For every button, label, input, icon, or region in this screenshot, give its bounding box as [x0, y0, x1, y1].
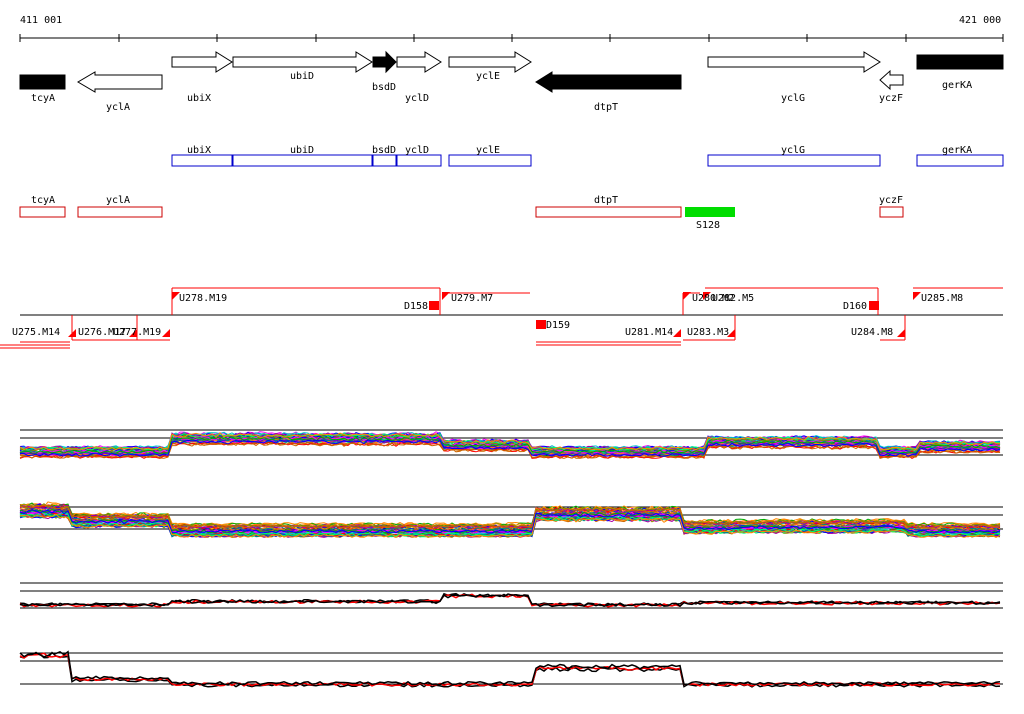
expression-trace: [19, 439, 1001, 457]
operon-box-ubiX[interactable]: [171, 154, 233, 167]
segment-label-U277-M19: U277.M19: [113, 327, 161, 338]
gene-ubiD[interactable]: [232, 51, 373, 73]
gene-yclA[interactable]: [77, 71, 163, 93]
segment-label-U281-M14: U281.M14: [625, 327, 673, 338]
segment-label-U282-M5: U282.M5: [712, 293, 754, 304]
traces-reverse: [19, 501, 1001, 538]
gene-label-yclG: yclG: [781, 93, 805, 104]
expression-trace: [19, 502, 1001, 528]
gene-yclD[interactable]: [396, 51, 442, 73]
gene-label-tcyA: tcyA: [31, 93, 55, 104]
expression-trace: [19, 650, 1001, 686]
gene-label-bsdD: bsdD: [372, 82, 396, 93]
expression-trace: [19, 432, 1000, 451]
operon-label-yczF: yczF: [879, 195, 903, 206]
segment-label-D159: D159: [546, 320, 570, 331]
operon-label-yclG: yclG: [781, 145, 805, 156]
segment-label-U276-M17: U276.M17: [78, 327, 126, 338]
operon-box-yclD[interactable]: [396, 154, 442, 167]
segment-label-U278-M19: U278.M19: [179, 293, 227, 304]
forward-operon-track: ubiX ubiD bsdD yclD yclE yclG gerKA: [171, 145, 1004, 167]
gene-ubiX[interactable]: [171, 51, 233, 73]
expression-trace: [19, 513, 1001, 538]
expression-trace: [19, 509, 1001, 534]
expression-trace: [20, 436, 1001, 454]
gene-label-dtpT: dtpT: [594, 102, 618, 113]
expression-trace: [19, 438, 1001, 456]
traces-forward: [19, 431, 1001, 460]
expression-panel-forward: [19, 429, 1003, 460]
gene-yclE[interactable]: [448, 51, 532, 73]
gene-labels: tcyA yclA ubiX ubiD bsdD yclD yclE dtpT …: [31, 71, 972, 113]
expression-trace: [19, 512, 1001, 537]
segment-label-U275-M14: U275.M14: [12, 327, 60, 338]
expression-panel-reverse: [19, 501, 1003, 538]
coordinate-ruler: 411 001 421 000: [19, 15, 1004, 42]
gene-label-ubiX: ubiX: [187, 93, 211, 104]
gene-gerKA[interactable]: [916, 54, 1004, 70]
ruler-ticks: [19, 34, 1004, 42]
operon-label-tcyA: tcyA: [31, 195, 55, 206]
expression-trace: [19, 504, 1001, 529]
gene-yclG[interactable]: [707, 51, 881, 73]
segment-label-U285-M8: U285.M8: [921, 293, 963, 304]
operon-box-yclE[interactable]: [448, 154, 532, 167]
expression-trace: [19, 511, 1001, 537]
operon-box-gerKA[interactable]: [916, 154, 1004, 167]
summary-traces-forward: [19, 592, 1001, 608]
operon-box-yczF[interactable]: [879, 206, 904, 218]
operon-label-dtpT: dtpT: [594, 195, 618, 206]
operon-label-yclA: yclA: [106, 195, 130, 206]
segment-label-D160: D160: [843, 301, 867, 312]
segment-label-U284-M8: U284.M8: [851, 327, 893, 338]
operon-label-yclD: yclD: [405, 145, 429, 156]
gene-tcyA[interactable]: [19, 74, 66, 90]
reverse-operon-track: tcyA yclA dtpT yczF S128: [19, 195, 904, 231]
operon-label-ubiX: ubiX: [187, 145, 211, 156]
operon-label-ubiD: ubiD: [290, 145, 314, 156]
ruler-end-label: 421 000: [959, 15, 1001, 26]
operon-box-yclA[interactable]: [77, 206, 163, 218]
segment-track: U278.M19 D158 U279.M7 U280.M2 U282.M5 D1…: [0, 287, 1003, 349]
operon-box-bsdD[interactable]: [372, 154, 397, 167]
gene-label-ubiD: ubiD: [290, 71, 314, 82]
segment-label-U283-M3: U283.M3: [687, 327, 729, 338]
expression-trace: [19, 434, 1001, 452]
feature-S128-box[interactable]: [685, 207, 735, 217]
operon-label-bsdD: bsdD: [372, 145, 396, 156]
segment-D159-marker[interactable]: [536, 320, 546, 329]
segment-lines: [0, 287, 1003, 349]
expression-trace: [19, 509, 1001, 534]
segment-markers: [68, 292, 921, 337]
gene-track: [19, 50, 1004, 93]
operon-box-dtpT[interactable]: [535, 206, 682, 218]
gene-label-gerKA: gerKA: [942, 80, 972, 91]
operon-box-yclG[interactable]: [707, 154, 881, 167]
operon-box-tcyA[interactable]: [19, 206, 66, 218]
gene-bsdD[interactable]: [372, 50, 397, 74]
expression-trace: [19, 593, 1001, 608]
gene-label-yclE: yclE: [476, 71, 500, 82]
operon-box-ubiD[interactable]: [232, 154, 373, 167]
segment-label-U280-M2: U280.M2: [692, 293, 734, 304]
summary-traces-reverse: [19, 650, 1001, 688]
segment-D160-marker[interactable]: [869, 301, 879, 310]
operon-label-yclE: yclE: [476, 145, 500, 156]
summary-panel-reverse: [19, 650, 1003, 688]
ruler-start-label: 411 001: [20, 15, 62, 26]
expression-trace: [19, 441, 1001, 460]
gene-label-yclA: yclA: [106, 102, 130, 113]
summary-panel-forward: [19, 582, 1003, 609]
gene-dtpT[interactable]: [535, 71, 682, 93]
feature-S128-label: S128: [696, 220, 720, 231]
gene-yczF[interactable]: [879, 69, 904, 91]
gene-label-yclD: yclD: [405, 93, 429, 104]
segment-D158-marker[interactable]: [429, 301, 439, 310]
segment-label-U279-M7: U279.M7: [451, 293, 493, 304]
operon-label-gerKA: gerKA: [942, 145, 972, 156]
gene-label-yczF: yczF: [879, 93, 903, 104]
segment-label-D158: D158: [404, 301, 428, 312]
